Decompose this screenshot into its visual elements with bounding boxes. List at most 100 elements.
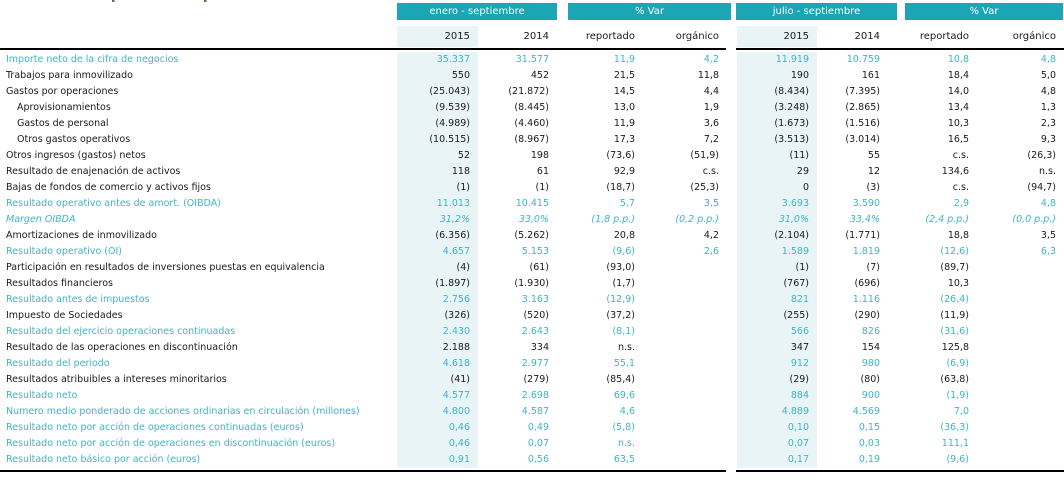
row-label: Resultado neto básico por acción (euros) — [6, 454, 201, 465]
crop-artifact — [204, 0, 207, 2]
cell-value: 69,6 — [613, 390, 635, 401]
cell-value: 4,4 — [703, 86, 719, 97]
row-label: Resultado del ejercicio operaciones cont… — [6, 326, 236, 337]
cell-value: (41) — [397, 372, 478, 388]
cell-value: 52 — [397, 148, 478, 164]
row-label: Numero medio ponderado de acciones ordin… — [6, 406, 360, 417]
section-gap — [727, 292, 737, 308]
cell-value: (3) — [866, 182, 880, 193]
cell-value: 161 — [861, 70, 880, 81]
row-label: Resultado neto por acción de operaciones… — [6, 422, 304, 433]
cell-value: 2.756 — [397, 292, 478, 308]
cell-value: 33,0% — [518, 214, 549, 225]
table-row: Resultado del periodo 4.618 2.977 55,1 912 98… — [0, 356, 1064, 372]
section-gap — [727, 180, 737, 196]
cell-value: 566 — [737, 324, 817, 340]
cell-value — [977, 308, 1064, 324]
cell-value: 10,3 — [947, 278, 969, 289]
section-gap — [727, 388, 737, 404]
cell-value: c.s. — [952, 150, 969, 161]
cell-value: (11) — [737, 148, 817, 164]
cell-value: (94,7) — [1027, 182, 1056, 193]
table-row: Importe neto de la cifra de negocios 35.3… — [0, 52, 1064, 68]
row-label: Gastos por operaciones — [6, 86, 119, 97]
cell-value: (12,6) — [940, 246, 969, 257]
cell-value: 0,46 — [397, 436, 478, 452]
table-row: Resultados financieros (1.897) (1.930) (1,7… — [0, 276, 1064, 292]
table-row: Numero medio ponderado de acciones ordin… — [0, 404, 1064, 420]
cell-value — [977, 340, 1064, 356]
section-gap — [727, 228, 737, 244]
cell-value: 1.819 — [852, 246, 880, 257]
cell-value: (3.513) — [737, 132, 817, 148]
cell-value: (36,3) — [940, 422, 969, 433]
cell-value: 0 — [737, 180, 817, 196]
table-row: Resultado de enajenación de activos 118 61… — [0, 164, 1064, 180]
cell-value: 334 — [530, 342, 549, 353]
cell-value: 134,6 — [941, 166, 969, 177]
table-row: Gastos por operaciones (25.043) (21.872) 14… — [0, 84, 1064, 100]
section-gap — [727, 212, 737, 228]
cell-value: (2,4 p.p.) — [925, 214, 969, 225]
row-label: Amortizaciones de inmovilizado — [6, 230, 157, 241]
cell-value: 7,2 — [703, 134, 719, 145]
cell-value: 4.577 — [397, 388, 478, 404]
cell-value: 14,5 — [613, 86, 635, 97]
cell-value: 0,07 — [737, 436, 817, 452]
section-gap — [727, 356, 737, 372]
cell-value: 20,8 — [613, 230, 635, 241]
cell-value: (0,2 p.p.) — [675, 214, 719, 225]
cell-value: (1.930) — [514, 278, 549, 289]
cell-value: (1) — [535, 182, 549, 193]
cell-value: (6.356) — [397, 228, 478, 244]
cell-value — [643, 420, 727, 436]
cell-value: 4,2 — [703, 54, 719, 65]
cell-value: 6,3 — [1040, 246, 1056, 257]
cell-value: 13,0 — [613, 102, 635, 113]
section-gap — [727, 116, 737, 132]
cell-value: 884 — [737, 388, 817, 404]
cell-value: (18,7) — [606, 182, 635, 193]
cell-value: (1.673) — [737, 116, 817, 132]
cell-value: (2.104) — [737, 228, 817, 244]
cell-value: (1,7) — [612, 278, 635, 289]
row-label: Gastos de personal — [17, 118, 109, 129]
table-row: Resultado neto 4.577 2.698 69,6 884 900 (1,9) — [0, 388, 1064, 404]
cell-value: 2.977 — [521, 358, 549, 369]
cell-value: n.s. — [617, 438, 635, 449]
section-gap — [727, 196, 737, 212]
period-group-header: julio - septiembre — [736, 3, 897, 20]
cell-value: 4,6 — [619, 406, 635, 417]
section-gap — [727, 84, 737, 100]
cell-value: 4,8 — [1040, 198, 1056, 209]
cell-value: 2,3 — [1040, 118, 1056, 129]
cell-value: 11.919 — [737, 52, 817, 68]
row-label: Resultado antes de impuestos — [6, 294, 150, 305]
table-bottom-rule — [736, 470, 1064, 472]
section-gap — [727, 164, 737, 180]
cell-value: (8.445) — [514, 102, 549, 113]
cell-value: (3.014) — [845, 134, 880, 145]
row-label: Resultado neto por acción de operaciones… — [6, 438, 336, 449]
section-gap — [727, 26, 737, 47]
row-label: Resultados financieros — [6, 278, 114, 289]
cell-value: 0,91 — [397, 452, 478, 468]
cell-value: (1.516) — [845, 118, 880, 129]
cell-value — [977, 260, 1064, 276]
column-header-2014: 2014 — [854, 31, 880, 42]
cell-value: (7.395) — [845, 86, 880, 97]
column-header-organico: orgánico — [675, 31, 719, 42]
cell-value — [977, 292, 1064, 308]
cell-value — [977, 436, 1064, 452]
cell-value — [643, 260, 727, 276]
cell-value — [643, 356, 727, 372]
row-label: Resultado neto — [6, 390, 78, 401]
cell-value — [977, 420, 1064, 436]
row-label: Importe neto de la cifra de negocios — [6, 54, 179, 65]
cell-value — [643, 452, 727, 468]
cell-value: n.s. — [617, 342, 635, 353]
cell-value: (51,9) — [690, 150, 719, 161]
section-gap — [727, 52, 737, 68]
cell-value: 118 — [397, 164, 478, 180]
cell-value: (1.897) — [397, 276, 478, 292]
